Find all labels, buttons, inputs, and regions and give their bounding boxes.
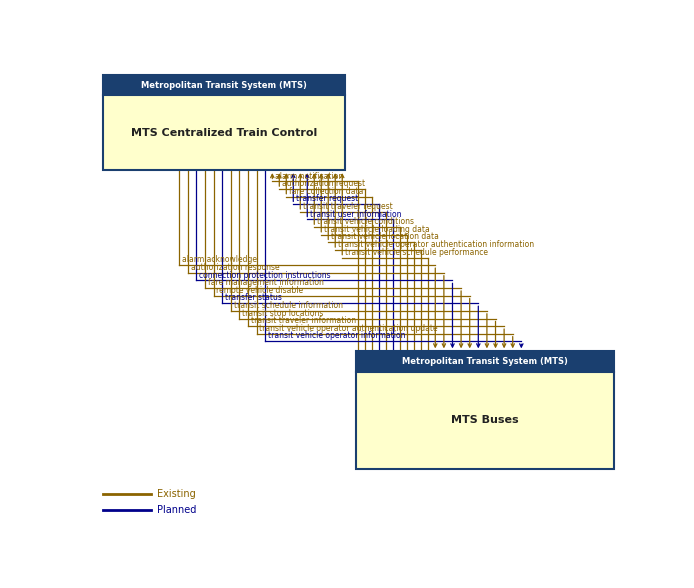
Text: transit traveler information: transit traveler information (251, 316, 356, 325)
Text: transit vehicle operator information: transit vehicle operator information (268, 332, 405, 340)
Text: transit vehicle operator authentication update: transit vehicle operator authentication … (260, 324, 438, 333)
Text: remote vehicle disable: remote vehicle disable (217, 286, 303, 295)
Text: MTS Buses: MTS Buses (451, 415, 518, 425)
Text: transit vehicle operator authentication information: transit vehicle operator authentication … (338, 240, 534, 249)
Text: transit vehicle location data: transit vehicle location data (331, 232, 439, 242)
Text: fare management information: fare management information (208, 278, 323, 287)
Text: transit stop locations: transit stop locations (242, 309, 323, 318)
Text: alarm acknowledge: alarm acknowledge (182, 255, 257, 264)
Text: transit vehicle conditions: transit vehicle conditions (317, 217, 414, 226)
Text: transit vehicle schedule performance: transit vehicle schedule performance (345, 248, 488, 257)
Text: Planned: Planned (157, 505, 196, 514)
Text: Metropolitan Transit System (MTS): Metropolitan Transit System (MTS) (141, 81, 307, 90)
Text: authorization request: authorization request (282, 179, 365, 188)
Text: transit user information: transit user information (310, 209, 401, 219)
Bar (355, 372, 614, 469)
Text: transit traveler request: transit traveler request (303, 202, 393, 211)
Bar (355, 351, 614, 372)
Text: Existing: Existing (157, 489, 196, 499)
Text: fare collection data: fare collection data (289, 187, 364, 196)
Text: connection protection instructions: connection protection instructions (199, 270, 331, 279)
Text: Metropolitan Transit System (MTS): Metropolitan Transit System (MTS) (402, 357, 568, 366)
Text: alarm notification: alarm notification (275, 172, 344, 181)
Text: transfer request: transfer request (296, 195, 358, 203)
Text: authorization response: authorization response (191, 263, 279, 272)
Text: transfer status: transfer status (225, 293, 282, 302)
Text: transit schedule information: transit schedule information (234, 301, 343, 310)
Text: MTS Centralized Train Control: MTS Centralized Train Control (130, 128, 317, 138)
Bar (103, 95, 345, 170)
Bar (103, 75, 345, 95)
Text: transit vehicle loading data: transit vehicle loading data (324, 225, 430, 234)
